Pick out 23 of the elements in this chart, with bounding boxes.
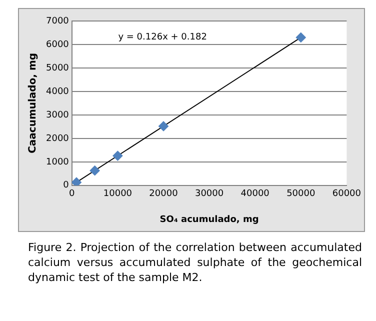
x-tick-label: 40000 (240, 189, 270, 200)
x-tick-label: 60000 (332, 189, 362, 200)
y-axis-title: Caacumulado, mg (28, 52, 39, 154)
y-tick-label: 5000 (46, 63, 70, 74)
y-tick-label: 4000 (46, 86, 70, 97)
point (72, 177, 82, 186)
caption: Figure 2. Projection of the correlation between accumulated calcium versus accumulated sulphate of the geochemical dynamic test of the sample M2. (28, 240, 362, 285)
y-tick-label: 2000 (46, 134, 70, 144)
point (90, 166, 100, 176)
y-tick-label: 3000 (46, 110, 70, 120)
y-tick-label: 7000 (46, 16, 70, 26)
y-tick-label: 0 (63, 180, 70, 191)
x-axis-title: SO₄ acumulado, mg (160, 214, 259, 225)
point (112, 150, 123, 161)
y-tick-label: 6000 (46, 40, 70, 50)
annotation: y = 0.126x + 0.182 (118, 32, 207, 42)
x-tick-label: 30000 (194, 189, 224, 200)
point (158, 121, 168, 132)
x-tick-label: 20000 (149, 189, 178, 200)
x-tick-label: 10000 (103, 189, 132, 200)
y-tick-label: 1000 (46, 157, 70, 168)
x-tick-label: 50000 (286, 189, 316, 200)
point (296, 32, 306, 42)
